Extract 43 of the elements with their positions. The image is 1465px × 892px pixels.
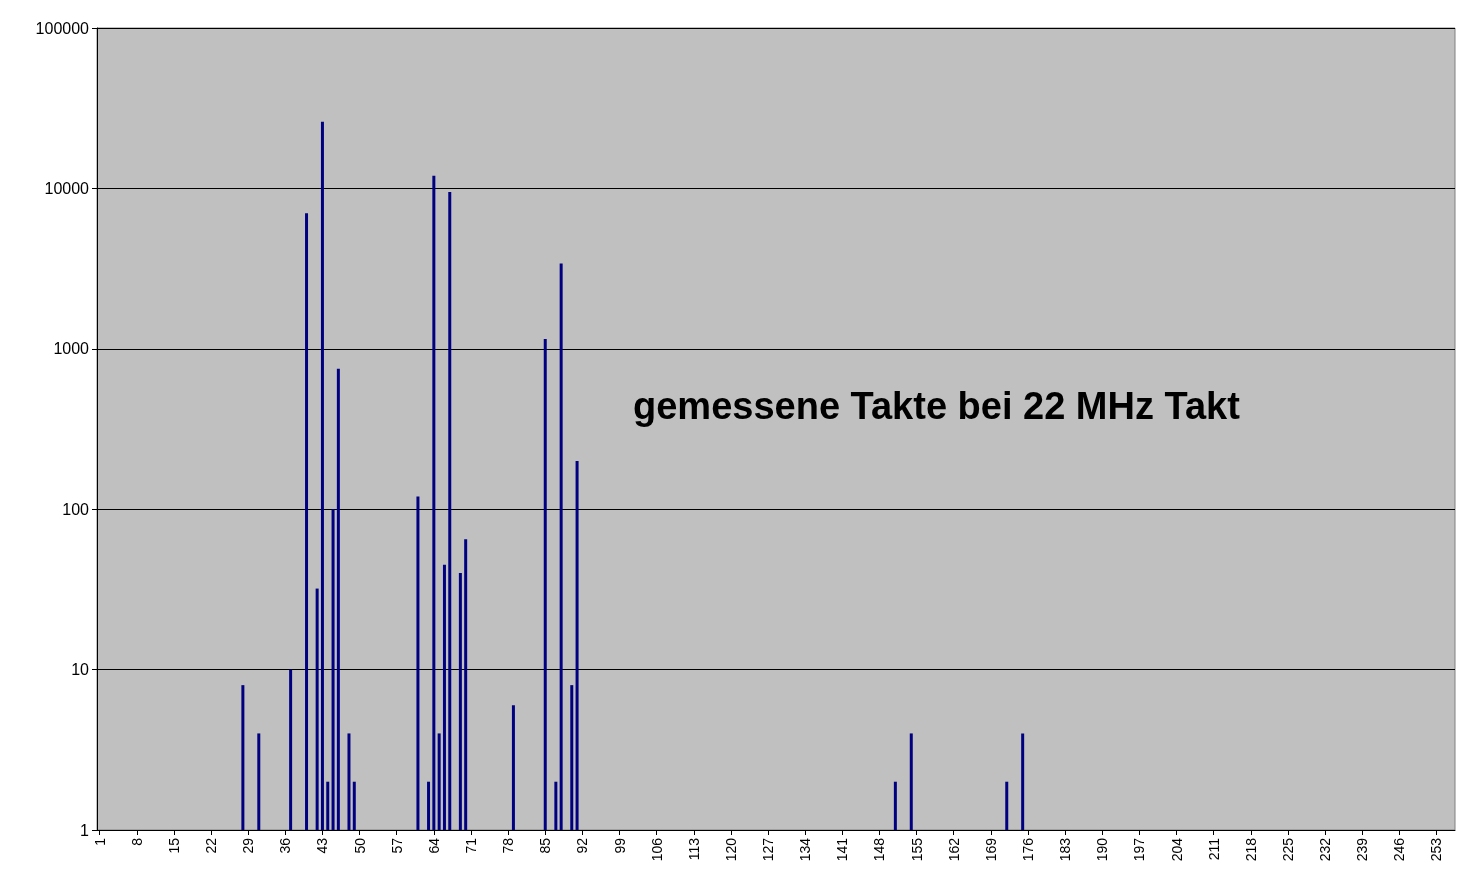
x-tick-label: 218 [1242, 837, 1259, 862]
x-tick-label: 225 [1279, 837, 1296, 862]
x-tick-label: 232 [1317, 837, 1334, 862]
x-tick-label: 183 [1057, 837, 1074, 862]
x-tick-label: 85 [537, 837, 554, 854]
x-tick-label: 8 [128, 837, 145, 846]
x-tick-label: 204 [1168, 837, 1185, 862]
x-tick-label: 50 [351, 837, 368, 854]
x-tick-label: 15 [165, 837, 182, 854]
x-tick-label: 36 [277, 837, 294, 854]
x-tick-label: 197 [1131, 837, 1148, 862]
x-tick-label: 22 [203, 837, 220, 854]
text: gemessene Takte bei 22 MHz Takt [633, 385, 1241, 427]
x-tick-label: 57 [388, 837, 405, 854]
x-tick-label: 64 [425, 837, 442, 854]
y-tick-label: 10 [71, 661, 90, 679]
x-tick-label: 155 [908, 837, 925, 862]
x-tick-label: 162 [945, 837, 962, 862]
x-tick-label: 169 [982, 837, 999, 862]
x-tick-label: 29 [240, 837, 257, 854]
x-tick-label: 148 [871, 837, 888, 862]
x-tick-label: 120 [722, 837, 739, 862]
x-tick-label: 134 [797, 837, 814, 862]
x-tick-label: 211 [1205, 837, 1222, 861]
x-tick-label: 253 [1428, 837, 1445, 862]
x-tick-label: 239 [1354, 837, 1371, 862]
x-tick-label: 106 [648, 837, 665, 862]
x-tick-label: 92 [574, 837, 591, 854]
x-tick-label: 141 [834, 837, 851, 862]
x-tick-label: 113 [685, 837, 702, 861]
y-tick-label: 100 [62, 500, 90, 518]
y-tick-label: 1000 [53, 340, 90, 358]
x-tick-label: 127 [760, 837, 777, 862]
x-tick-label: 71 [462, 837, 479, 854]
x-tick-label: 99 [611, 837, 628, 854]
x-tick-label: 43 [314, 837, 331, 854]
x-tick-label: 246 [1391, 837, 1408, 862]
x-tick-label: 1 [91, 837, 108, 846]
x-tick-label: 190 [1094, 837, 1111, 862]
x-tick-label: 176 [1019, 837, 1036, 862]
y-tick-label: 10000 [44, 179, 90, 197]
y-tick-label: 100000 [35, 19, 90, 37]
x-tick-label: 78 [500, 837, 517, 854]
